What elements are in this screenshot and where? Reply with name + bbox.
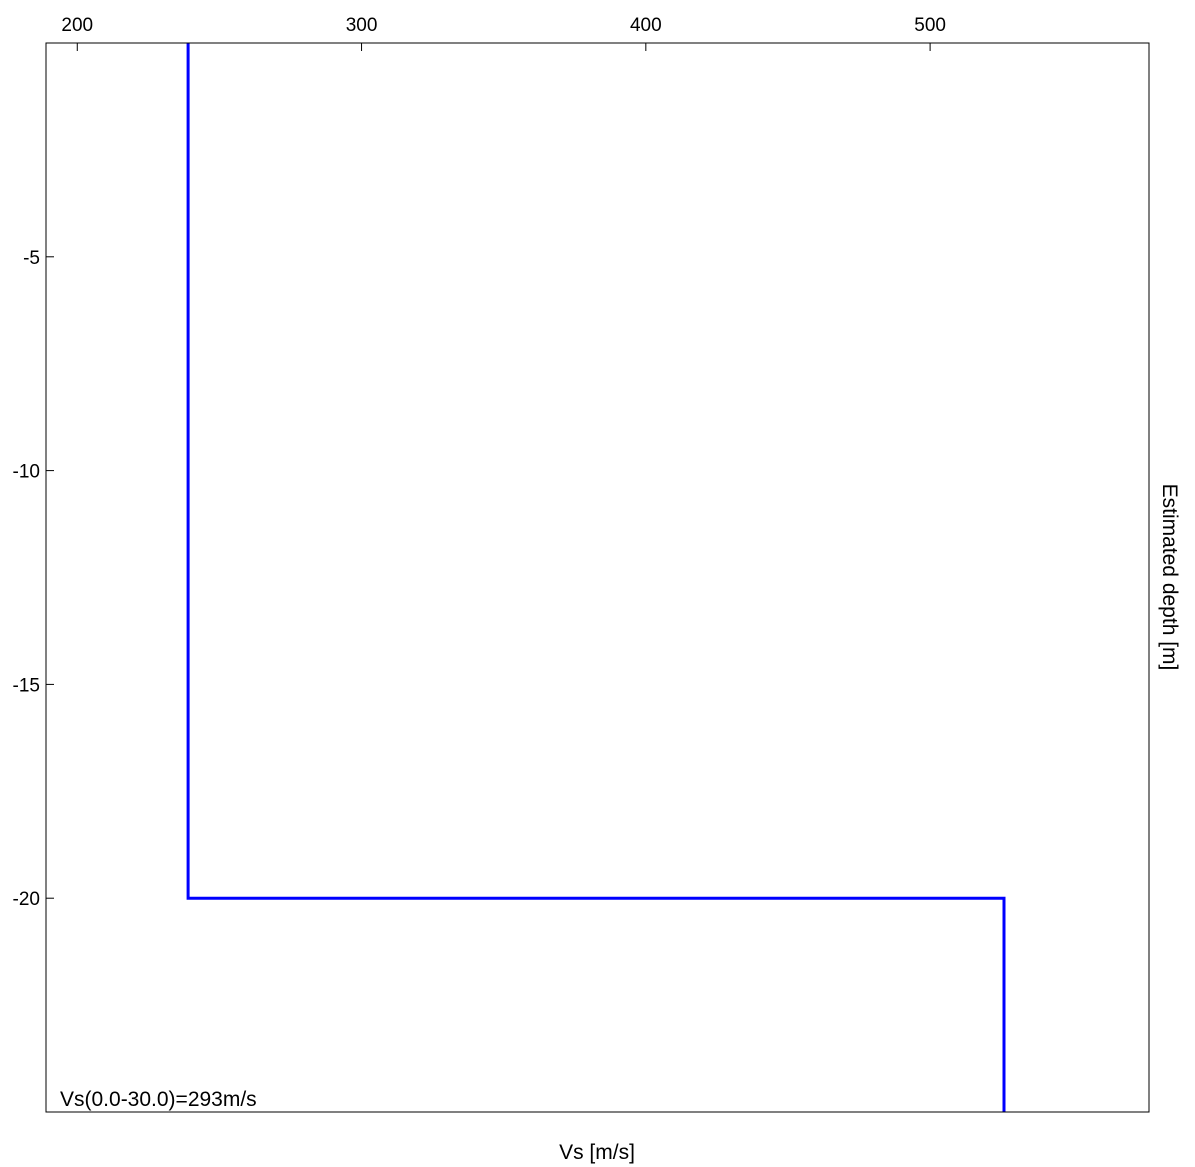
x-tick-label: 400 (630, 15, 662, 36)
y-axis-ticks: -5 -10 -15 -20 (13, 248, 54, 910)
y-tick-label: -20 (13, 889, 40, 910)
annotation-vs30: Vs(0.0-30.0)=293m/s (60, 1088, 257, 1111)
plot-frame (45, 42, 1150, 1113)
x-tick-label: 500 (914, 15, 946, 36)
x-tick-label: 200 (61, 15, 93, 36)
vs-profile-line (186, 43, 1006, 1112)
y-tick-label: -10 (13, 462, 40, 483)
x-axis-ticks: 200 300 400 500 (61, 15, 946, 51)
y-axis-label: Estimated depth [m] (1158, 484, 1181, 671)
plot-background (46, 43, 1149, 1112)
x-axis-label: Vs [m/s] (559, 1141, 635, 1164)
y-tick-label: -5 (23, 248, 40, 269)
y-tick-label: -15 (13, 675, 40, 696)
series-group (186, 43, 1006, 1112)
x-tick-label: 300 (346, 15, 378, 36)
